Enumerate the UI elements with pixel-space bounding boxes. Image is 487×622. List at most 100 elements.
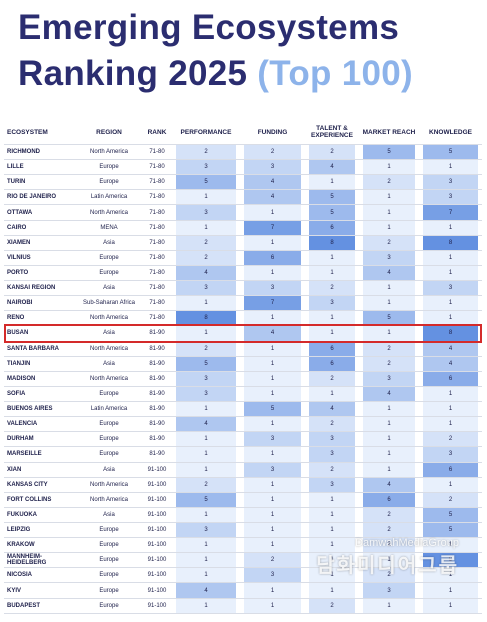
score-cell: 4: [176, 417, 236, 432]
ecosystem-name: FORT COLLINS: [7, 496, 52, 503]
row-divider: [4, 189, 482, 191]
score-cell: 1: [176, 538, 236, 553]
row-divider: [4, 249, 482, 251]
row-divider: [4, 597, 482, 599]
score-cell: 6: [423, 462, 478, 477]
region: Latin America: [90, 194, 128, 201]
rank: 91-100: [147, 587, 167, 594]
score-cell: 3: [423, 281, 478, 296]
region: Europe: [99, 164, 119, 171]
score-cell: 1: [363, 326, 415, 341]
score-cell: 1: [176, 296, 236, 311]
score-cell: 1: [309, 265, 355, 281]
ecosystem-name: XIAMEN: [7, 239, 31, 246]
row-divider: [4, 537, 482, 539]
rank: 81-90: [149, 330, 165, 337]
score-cell: 1: [176, 568, 236, 583]
region: Asia: [103, 511, 115, 518]
score-cell: 7: [423, 205, 478, 220]
score-cell: 3: [423, 175, 478, 190]
region: Europe: [99, 270, 119, 276]
score-cell: 3: [176, 371, 236, 386]
score-cell: 2: [244, 553, 301, 568]
score-cell: 1: [423, 598, 478, 613]
ecosystem-name: RIO DE JANEIRO: [7, 194, 57, 201]
region: Europe: [99, 421, 119, 428]
region: Latin America: [90, 406, 128, 413]
score-cell: 3: [309, 477, 355, 492]
score-cell: 1: [244, 492, 301, 507]
score-cell: 1: [423, 265, 478, 281]
region: Asia: [103, 330, 115, 337]
score-cell: 1: [309, 492, 355, 507]
rank: 91-100: [147, 481, 167, 488]
rank: 81-90: [149, 390, 165, 397]
ecosystem-name: LILLE: [7, 164, 24, 171]
score-cell: 1: [363, 160, 415, 175]
title-highlight: (Top 100): [257, 54, 413, 93]
score-cell: 1: [176, 402, 236, 417]
score-cell: 1: [176, 553, 236, 568]
score-cell: 5: [244, 402, 301, 417]
region: Europe: [99, 557, 119, 564]
rank: 81-90: [149, 436, 165, 443]
ecosystem-name: DURHAM: [7, 436, 34, 443]
rank: 71-80: [149, 285, 165, 292]
row-divider: [4, 355, 482, 357]
score-cell: 1: [309, 326, 355, 341]
score-cell: 1: [363, 402, 415, 417]
score-cell: 1: [363, 190, 415, 205]
score-cell: 4: [244, 175, 301, 190]
score-cell: 3: [176, 523, 236, 538]
score-cell: 1: [423, 417, 478, 432]
score-cell: 2: [309, 417, 355, 432]
region: Sub-Saharan Africa: [82, 300, 136, 307]
region: Asia: [103, 360, 115, 367]
score-cell: 3: [244, 160, 301, 175]
score-cell: 3: [176, 205, 236, 220]
score-cell: 1: [244, 386, 301, 402]
rank: 81-90: [149, 421, 165, 428]
watermark-text: DamwahMediaGroup: [355, 537, 459, 549]
score-cell: 3: [363, 371, 415, 386]
score-cell: 2: [363, 568, 415, 583]
score-cell: 6: [423, 371, 478, 386]
score-cell: 1: [309, 250, 355, 265]
ecosystem-name: RENO: [7, 315, 25, 322]
row-divider: [4, 476, 482, 478]
rank: 91-100: [147, 542, 167, 549]
score-cell: 6: [309, 356, 355, 371]
rank: 91-100: [147, 511, 167, 518]
row-divider: [4, 461, 482, 463]
score-cell: 8: [423, 235, 478, 250]
region: Europe: [99, 179, 119, 186]
score-cell: 3: [363, 250, 415, 265]
rank: 71-80: [149, 149, 165, 156]
row-divider: [4, 310, 482, 312]
score-cell: 5: [176, 356, 236, 371]
region: North America: [89, 345, 128, 352]
score-cell: 2: [363, 341, 415, 356]
rank: 71-80: [149, 194, 165, 201]
score-cell: 5: [309, 190, 355, 205]
row-divider: [4, 159, 482, 161]
region: Asia: [103, 239, 115, 246]
score-cell: 1: [309, 311, 355, 326]
score-cell: 1: [176, 507, 236, 522]
rank: 71-80: [149, 315, 165, 322]
rank: 81-90: [149, 451, 165, 458]
region: Europe: [99, 436, 119, 443]
ecosystem-name: TIANJIN: [7, 360, 31, 367]
score-cell: 4: [423, 356, 478, 371]
score-cell: 1: [363, 220, 415, 235]
score-cell: 1: [176, 326, 236, 341]
score-cell: 1: [309, 523, 355, 538]
score-cell: 1: [309, 553, 355, 568]
ecosystem-name: KYIV: [7, 587, 22, 594]
score-cell: 1: [244, 341, 301, 356]
ecosystem-name: VILNIUS: [7, 254, 31, 261]
ecosystem-name: CAIRO: [7, 224, 27, 231]
score-cell: 1: [244, 583, 301, 598]
row-divider: [4, 385, 482, 387]
title-line: Ranking 2025 (Top 100): [18, 54, 413, 94]
